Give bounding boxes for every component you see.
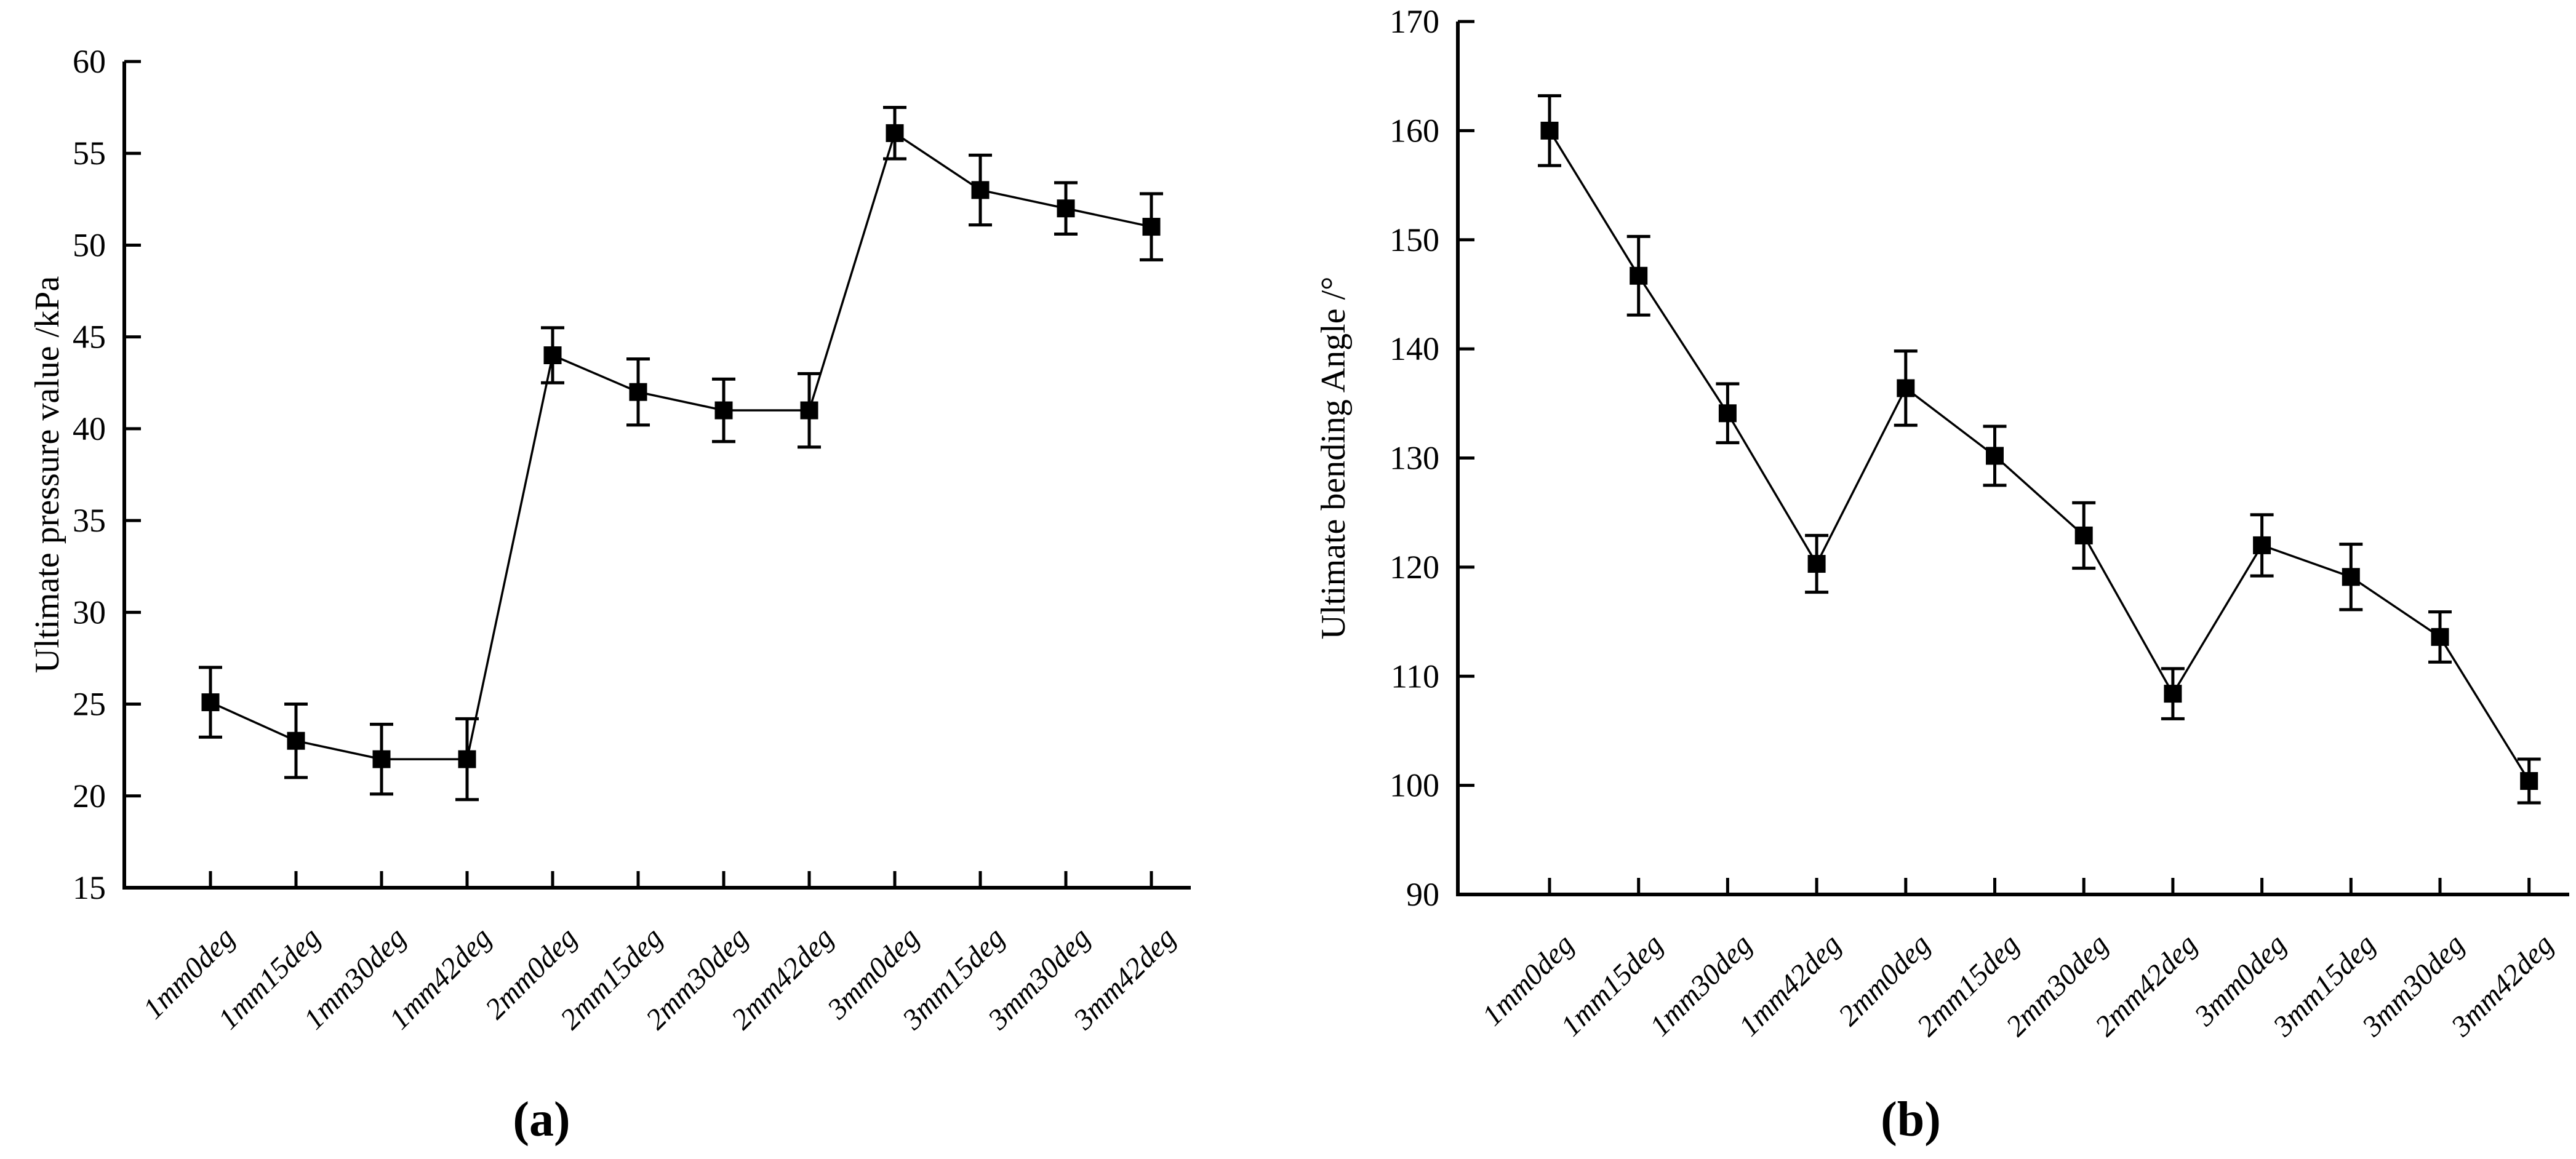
y-tick-label-b: 100	[1390, 767, 1439, 804]
data-point-marker-b	[2342, 568, 2360, 586]
y-tick-label-b: 140	[1390, 330, 1439, 367]
data-point-marker-a	[543, 346, 562, 365]
y-tick-label-b: 160	[1390, 112, 1439, 149]
y-tick-label-a: 35	[73, 502, 106, 539]
y-tick-label-a: 25	[73, 686, 106, 723]
data-point-marker-b	[2074, 526, 2093, 544]
y-tick-label-a: 60	[73, 43, 106, 80]
y-tick-label-b: 170	[1390, 3, 1439, 40]
data-point-marker-a	[458, 750, 476, 768]
data-point-marker-a	[714, 401, 733, 420]
data-line-b	[1548, 130, 2530, 782]
y-tick-label-b: 110	[1391, 658, 1439, 695]
y-tick-label-b: 130	[1390, 440, 1439, 477]
y-tick-label-a: 15	[73, 869, 106, 906]
y-tick-label-b: 150	[1390, 221, 1439, 258]
data-point-marker-b	[1718, 404, 1737, 423]
data-point-marker-b	[1540, 121, 1559, 140]
data-point-marker-a	[201, 693, 220, 712]
axis-lines-a	[122, 62, 1191, 890]
axis-lines-b	[1456, 22, 2569, 896]
y-tick-label-a: 45	[73, 319, 106, 356]
data-point-marker-b	[2431, 627, 2449, 646]
y-axis-title-a: Ultimate pressure value /kPa	[28, 276, 66, 674]
y-axis-title-b: Ultimate bending Angle /°	[1314, 276, 1353, 639]
data-point-marker-a	[1057, 199, 1075, 218]
panel-b-caption: (b)	[1881, 1093, 1941, 1147]
data-point-marker-b	[2253, 536, 2271, 554]
y-tick-label-a: 40	[73, 410, 106, 447]
data-point-marker-b	[2520, 772, 2538, 791]
data-point-marker-a	[1142, 218, 1161, 236]
y-tick-label-a: 55	[73, 135, 106, 172]
data-point-marker-a	[886, 124, 904, 142]
y-tick-label-b: 120	[1390, 549, 1439, 586]
data-point-marker-b	[1630, 266, 1648, 285]
data-point-marker-b	[1986, 447, 2004, 465]
y-tick-label-a: 30	[73, 594, 106, 631]
panel-a-caption: (a)	[513, 1093, 570, 1147]
data-point-marker-a	[971, 181, 990, 199]
data-point-marker-b	[2164, 685, 2182, 703]
data-point-marker-a	[800, 401, 818, 420]
panel-a-chart: 15 20 25 30 35 40 45 50 55 60 Ultimate pressure va…	[28, 43, 1191, 1036]
data-point-marker-b	[1897, 379, 1915, 397]
data-point-marker-b	[1807, 555, 1826, 573]
data-line-a	[210, 131, 1152, 760]
data-point-marker-a	[372, 750, 391, 768]
panel-b-chart: 90 100 110 120 130 140 150 160 170 Ultimate bendi…	[1314, 3, 2569, 1043]
data-point-marker-a	[629, 383, 647, 401]
y-tick-label-a: 50	[73, 226, 106, 263]
data-point-marker-a	[287, 731, 305, 750]
y-tick-label-b: 90	[1406, 876, 1439, 913]
y-tick-label-a: 20	[73, 778, 106, 814]
